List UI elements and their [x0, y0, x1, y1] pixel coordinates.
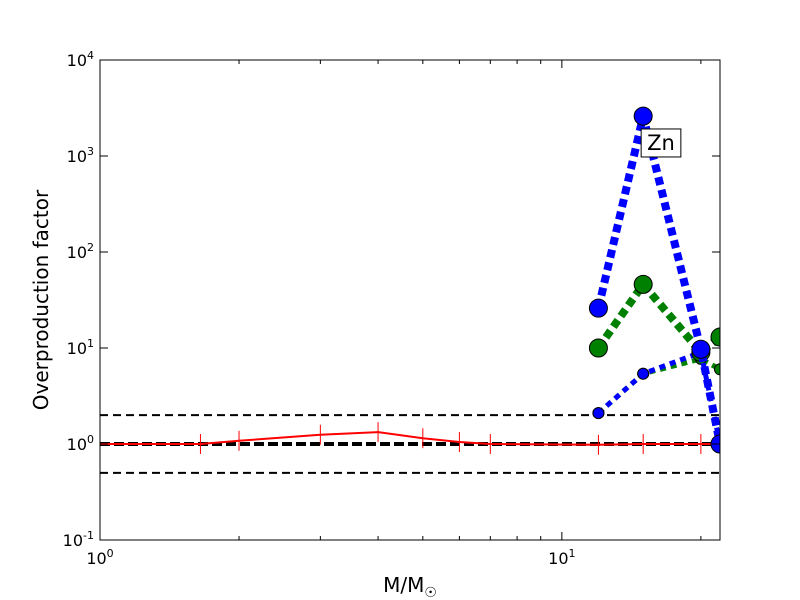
- series-1-point-2: [691, 339, 711, 359]
- y-axis-title: Overproduction factor: [29, 189, 53, 410]
- series-3-point-0: [592, 407, 605, 420]
- series-2-point-3: [710, 327, 720, 347]
- data-series: [100, 106, 720, 455]
- series-1-line: [594, 112, 720, 445]
- series-1-point-0: [588, 298, 608, 318]
- plot-frame: [99, 59, 721, 541]
- y-tick-label-0: 10-1: [63, 529, 94, 550]
- series-4-point-3: [714, 363, 720, 376]
- x-tick-label-1: 101: [548, 547, 575, 568]
- annotations: Zn: [640, 128, 682, 158]
- x-tick-label-0: 100: [86, 547, 113, 568]
- y-tick-label-5: 104: [67, 49, 94, 70]
- series-0: [100, 422, 720, 455]
- x-axis-title: M/M☉: [383, 573, 437, 600]
- series-2-point-0: [588, 338, 608, 358]
- y-tick-label-3: 102: [67, 241, 94, 262]
- x-axis: 100 101: [86, 60, 702, 568]
- y-axis: 10-1 100 101 102 103 104: [63, 49, 720, 550]
- y-tick-label-2: 101: [67, 337, 94, 358]
- series-0-line: [100, 431, 720, 446]
- series-2-line: [595, 280, 720, 357]
- annotation-label-0: Zn: [647, 131, 675, 155]
- series-1-point-1: [633, 106, 653, 126]
- series-4-line: [596, 356, 720, 415]
- y-tick-label-4: 103: [67, 145, 94, 166]
- series-3-point-1: [637, 367, 650, 380]
- y-tick-label-1: 100: [67, 433, 94, 454]
- series-2-point-1: [633, 274, 653, 294]
- annotation-box-0: [640, 128, 682, 158]
